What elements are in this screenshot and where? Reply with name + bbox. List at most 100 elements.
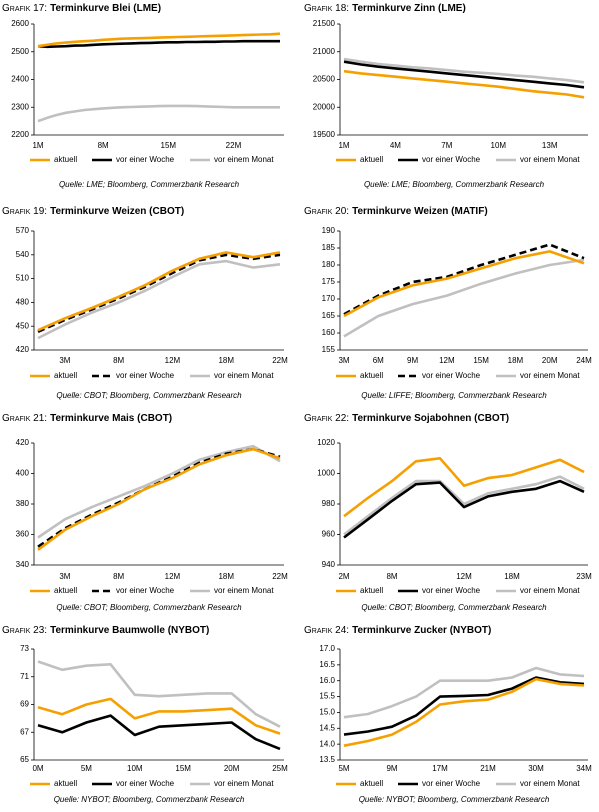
y-tick-label: 21500: [313, 19, 336, 28]
series-line: [37, 444, 281, 539]
source-note: Quelle: LIFFE; Bloomberg, Commerzbank Re…: [361, 391, 547, 400]
y-tick-label: 185: [322, 243, 336, 252]
legend-label: aktuell: [54, 155, 77, 164]
series-line: [343, 666, 585, 719]
chart-title: Grafik 19: Terminkurve Weizen (CBOT): [2, 206, 184, 217]
x-tick-label: 10M: [127, 764, 143, 773]
x-tick-label: 15M: [175, 764, 191, 773]
y-tick-label: 2300: [11, 102, 29, 111]
x-tick-label: 7M: [441, 141, 452, 150]
x-tick-label: 6M: [373, 356, 384, 365]
title-label: Grafik 19:: [2, 206, 47, 217]
y-tick-label: 15.0: [319, 708, 335, 717]
series-line: [37, 259, 281, 340]
y-tick-label: 340: [16, 560, 30, 569]
title-text: Terminkurve Mais (CBOT): [50, 413, 172, 424]
y-tick-label: 2400: [11, 75, 29, 84]
y-tick-label: 170: [322, 294, 336, 303]
chart-title: Grafik 18: Terminkurve Zinn (LME): [304, 3, 466, 14]
y-tick-label: 570: [16, 226, 30, 235]
x-tick-label: 17M: [432, 764, 448, 773]
legend-label: vor einer Woche: [116, 155, 175, 164]
y-tick-label: 940: [322, 560, 336, 569]
y-tick-label: 190: [322, 226, 336, 235]
y-tick-label: 73: [20, 644, 29, 653]
x-tick-label: 18M: [504, 572, 520, 581]
x-tick-label: 22M: [272, 572, 288, 581]
y-tick-label: 67: [20, 727, 29, 736]
series-line: [37, 32, 281, 48]
y-tick-label: 155: [322, 345, 336, 354]
legend-label: vor einer Woche: [116, 371, 175, 380]
y-tick-label: 360: [16, 530, 30, 539]
title-text: Terminkurve Zucker (NYBOT): [352, 625, 491, 636]
y-tick-label: 420: [16, 345, 30, 354]
source-note: Quelle: LME; Bloomberg, Commerzbank Rese…: [59, 180, 240, 189]
y-tick-label: 16.5: [319, 660, 335, 669]
y-tick-label: 14.5: [319, 723, 335, 732]
source-note: Quelle: CBOT; Bloomberg, Commerzbank Res…: [361, 603, 547, 612]
chart-title: Grafik 20: Terminkurve Weizen (MATIF): [304, 206, 488, 217]
y-tick-label: 2200: [11, 130, 29, 139]
y-tick-label: 400: [16, 469, 30, 478]
x-tick-label: 5M: [338, 764, 349, 773]
x-tick-label: 12M: [456, 572, 472, 581]
series-line: [343, 475, 585, 536]
y-tick-label: 165: [322, 311, 336, 320]
x-tick-label: 18M: [508, 356, 524, 365]
legend-label: vor einer Woche: [116, 779, 175, 788]
legend-label: vor einer Woche: [422, 155, 481, 164]
legend-label: aktuell: [360, 155, 383, 164]
series-line: [37, 447, 281, 548]
title-label: Grafik 20:: [304, 206, 349, 217]
series-line: [343, 676, 585, 736]
x-tick-label: 1M: [32, 141, 43, 150]
legend-label: vor einem Monat: [520, 155, 580, 164]
legend-label: aktuell: [54, 586, 77, 595]
x-tick-label: 8M: [386, 572, 397, 581]
legend-label: vor einem Monat: [520, 371, 580, 380]
title-text: Terminkurve Weizen (MATIF): [352, 206, 488, 217]
x-tick-label: 2M: [338, 572, 349, 581]
x-tick-label: 23M: [576, 572, 592, 581]
x-tick-label: 24M: [576, 356, 592, 365]
y-tick-label: 20000: [313, 102, 336, 111]
x-tick-label: 3M: [59, 356, 70, 365]
legend-label: vor einer Woche: [422, 779, 481, 788]
source-note: Quelle: NYBOT; Bloomberg, Commerzbank Re…: [359, 795, 550, 804]
series-line: [37, 697, 281, 735]
legend-label: vor einem Monat: [214, 155, 274, 164]
x-tick-label: 22M: [226, 141, 242, 150]
legend-label: aktuell: [54, 779, 77, 788]
series-line: [37, 251, 281, 332]
legend-label: aktuell: [360, 371, 383, 380]
series-line: [343, 57, 585, 84]
series-line: [343, 69, 585, 99]
x-tick-label: 15M: [161, 141, 177, 150]
y-tick-label: 450: [16, 321, 30, 330]
title-label: Grafik 24:: [304, 625, 349, 636]
x-tick-label: 9M: [407, 356, 418, 365]
x-tick-label: 10M: [491, 141, 507, 150]
y-tick-label: 1000: [317, 469, 335, 478]
x-tick-label: 5M: [81, 764, 92, 773]
y-tick-label: 69: [20, 700, 29, 709]
series-line: [343, 457, 585, 518]
chart-title: Grafik 17: Terminkurve Blei (LME): [2, 3, 161, 14]
legend-label: vor einem Monat: [214, 371, 274, 380]
title-label: Grafik 17:: [2, 3, 47, 14]
legend-label: vor einem Monat: [520, 586, 580, 595]
y-tick-label: 21000: [313, 47, 336, 56]
legend-label: vor einem Monat: [214, 586, 274, 595]
source-note: Quelle: NYBOT; Bloomberg, Commerzbank Re…: [54, 795, 245, 804]
title-label: Grafik 22:: [304, 413, 349, 424]
x-tick-label: 12M: [439, 356, 455, 365]
x-tick-label: 8M: [113, 572, 124, 581]
x-tick-label: 20M: [542, 356, 558, 365]
x-tick-label: 4M: [390, 141, 401, 150]
x-tick-label: 22M: [272, 356, 288, 365]
y-tick-label: 380: [16, 499, 30, 508]
x-tick-label: 1M: [338, 141, 349, 150]
y-tick-label: 960: [322, 530, 336, 539]
